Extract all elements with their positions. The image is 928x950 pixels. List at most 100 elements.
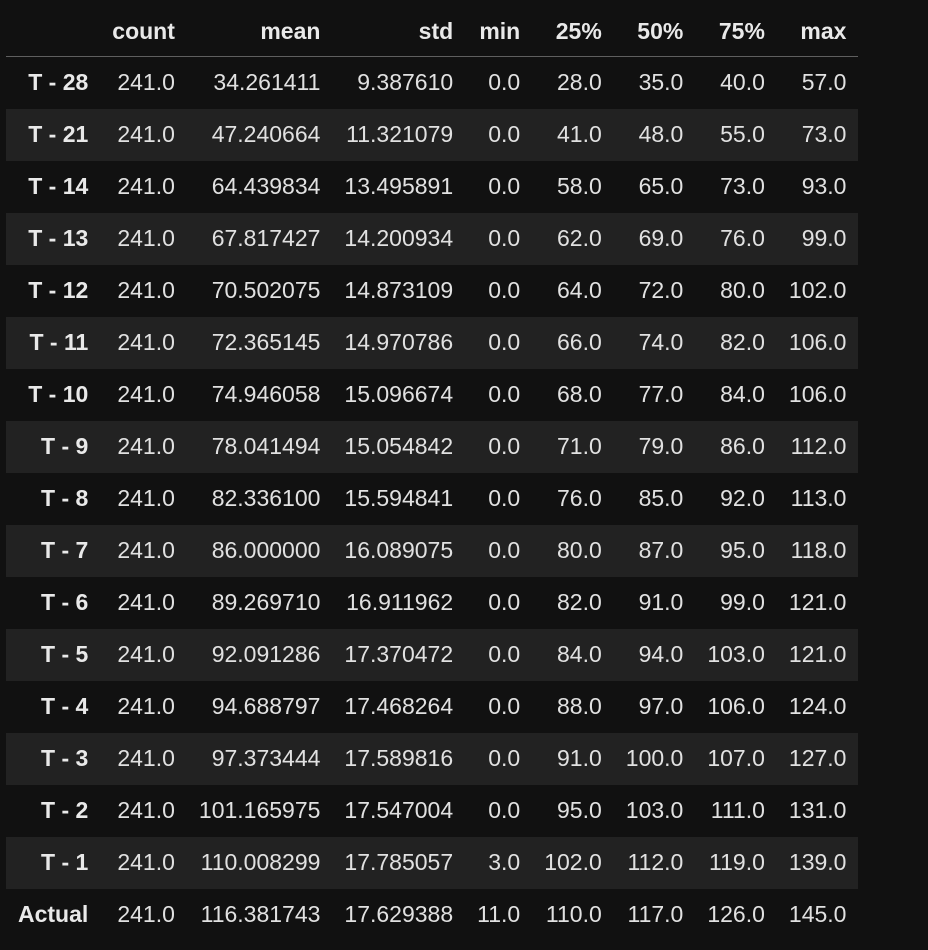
cell-min: 0.0 [488, 797, 521, 823]
cell-count: 241.0 [117, 537, 175, 563]
cell-max: 73.0 [801, 121, 847, 147]
cell-25: 64.0 [557, 277, 602, 303]
cell-75: 111.0 [710, 797, 765, 823]
table-row: T - 12 241.0 70.502075 14.873109 0.0 64.0 72.0… [6, 264, 859, 317]
table-row: T - 7 241.0 86.000000 16.089075 0.0 80.0 87.0 9… [6, 524, 859, 577]
cell-min: 0.0 [488, 69, 521, 96]
row-index-label: T - 7 [41, 537, 89, 563]
cell-min: 0.0 [488, 329, 521, 355]
cell-mean: 89.269710 [211, 589, 321, 615]
cell-max: 118.0 [790, 537, 847, 563]
table-row: T - 1 241.0 110.008299 17.785057 3.0 102.0 112… [6, 836, 859, 889]
cell-75: 86.0 [720, 433, 765, 459]
cell-max: 124.0 [788, 693, 847, 719]
cell-75: 99.0 [720, 589, 765, 615]
cell-mean: 94.688797 [211, 693, 321, 719]
cell-std: 14.200934 [344, 225, 454, 251]
table-header: count mean std min 25% 50% 75% max [6, 6, 859, 57]
cell-75: 84.0 [720, 381, 765, 407]
row-index-label: T - 12 [28, 277, 89, 303]
row-index-label: T - 8 [41, 485, 89, 511]
cell-75: 106.0 [707, 693, 765, 719]
cell-25: 110.0 [545, 901, 602, 927]
cell-count: 241.0 [117, 745, 175, 771]
cell-count: 241.0 [117, 277, 175, 303]
table-row: T - 5 241.0 92.091286 17.370472 0.0 84.0 94.0 1… [6, 628, 859, 681]
cell-50: 69.0 [638, 225, 684, 251]
cell-min: 0.0 [488, 173, 521, 199]
cell-mean: 78.041494 [211, 433, 321, 459]
cell-50: 94.0 [638, 641, 684, 667]
cell-25: 71.0 [557, 433, 602, 459]
cell-min: 0.0 [488, 589, 521, 615]
cell-25: 95.0 [557, 797, 602, 823]
cell-max: 102.0 [788, 277, 847, 303]
cell-count: 241.0 [117, 381, 175, 407]
cell-count: 241.0 [117, 329, 175, 355]
cell-25: 82.0 [557, 589, 602, 615]
cell-mean: 116.381743 [200, 901, 321, 927]
column-header-count: count [100, 6, 187, 57]
cell-count: 241.0 [117, 901, 175, 927]
cell-50: 74.0 [638, 329, 684, 355]
cell-mean: 70.502075 [211, 277, 321, 303]
cell-count: 241.0 [117, 225, 175, 251]
table-row: T - 28 241.0 34.261411 9.387610 0.0 28.0 35.0 4… [6, 56, 859, 109]
cell-50: 48.0 [638, 121, 684, 147]
row-index-label: T - 6 [41, 589, 89, 615]
cell-mean: 82.336100 [211, 485, 321, 511]
cell-min: 3.0 [488, 849, 521, 875]
cell-25: 88.0 [557, 693, 602, 719]
cell-75: 82.0 [720, 329, 765, 355]
row-index-label: T - 9 [41, 433, 89, 459]
column-header-50: 50% [613, 6, 696, 57]
cell-max: 113.0 [790, 485, 847, 511]
cell-min: 0.0 [488, 641, 521, 667]
cell-std: 17.589816 [344, 745, 454, 771]
row-index-label: T - 5 [41, 641, 89, 667]
cell-25: 102.0 [544, 849, 602, 875]
cell-75: 55.0 [720, 121, 765, 147]
cell-25: 28.0 [557, 69, 602, 96]
cell-std: 16.911962 [346, 589, 454, 615]
describe-table: count mean std min 25% 50% 75% max T - 2… [6, 6, 859, 941]
row-index-label: T - 4 [41, 693, 89, 719]
cell-min: 0.0 [488, 121, 521, 147]
table-row: T - 13 241.0 67.817427 14.200934 0.0 62.0 69.0… [6, 212, 859, 265]
cell-max: 112.0 [790, 433, 847, 459]
cell-25: 76.0 [557, 485, 602, 511]
row-index-label: T - 13 [28, 225, 89, 251]
cell-25: 84.0 [557, 641, 602, 667]
table-row: T - 14 241.0 64.439834 13.495891 0.0 58.0 65.0… [6, 160, 859, 213]
column-header-min: min [465, 6, 533, 57]
cell-std: 17.370472 [344, 641, 454, 667]
cell-count: 241.0 [117, 69, 175, 96]
table-row: T - 10 241.0 74.946058 15.096674 0.0 68.0 77.0… [6, 368, 859, 421]
cell-min: 0.0 [488, 485, 521, 511]
cell-mean: 47.240664 [211, 121, 321, 147]
row-index-label: T - 21 [28, 121, 89, 147]
cell-min: 0.0 [488, 381, 521, 407]
column-header-75: 75% [695, 6, 777, 57]
cell-25: 41.0 [557, 121, 602, 147]
row-index-label: T - 1 [41, 849, 89, 875]
cell-count: 241.0 [117, 121, 175, 147]
cell-75: 95.0 [720, 537, 765, 563]
column-header-mean: mean [186, 6, 333, 57]
cell-std: 17.547004 [344, 797, 454, 823]
cell-50: 65.0 [638, 173, 684, 199]
cell-min: 0.0 [488, 537, 521, 563]
cell-50: 100.0 [625, 745, 684, 771]
table-row: T - 2 241.0 101.165975 17.547004 0.0 95.0 103.… [6, 784, 859, 837]
cell-50: 103.0 [625, 797, 684, 823]
cell-mean: 74.946058 [211, 381, 321, 407]
row-index-label: T - 11 [29, 329, 89, 355]
cell-mean: 101.165975 [198, 797, 321, 823]
cell-count: 241.0 [117, 641, 175, 667]
table-row: Actual 241.0 116.381743 17.629388 11.0 110.0 1… [6, 888, 859, 941]
cell-max: 106.0 [788, 381, 847, 407]
cell-50: 97.0 [638, 693, 684, 719]
cell-max: 99.0 [801, 225, 847, 251]
row-index-label: T - 3 [41, 745, 89, 771]
